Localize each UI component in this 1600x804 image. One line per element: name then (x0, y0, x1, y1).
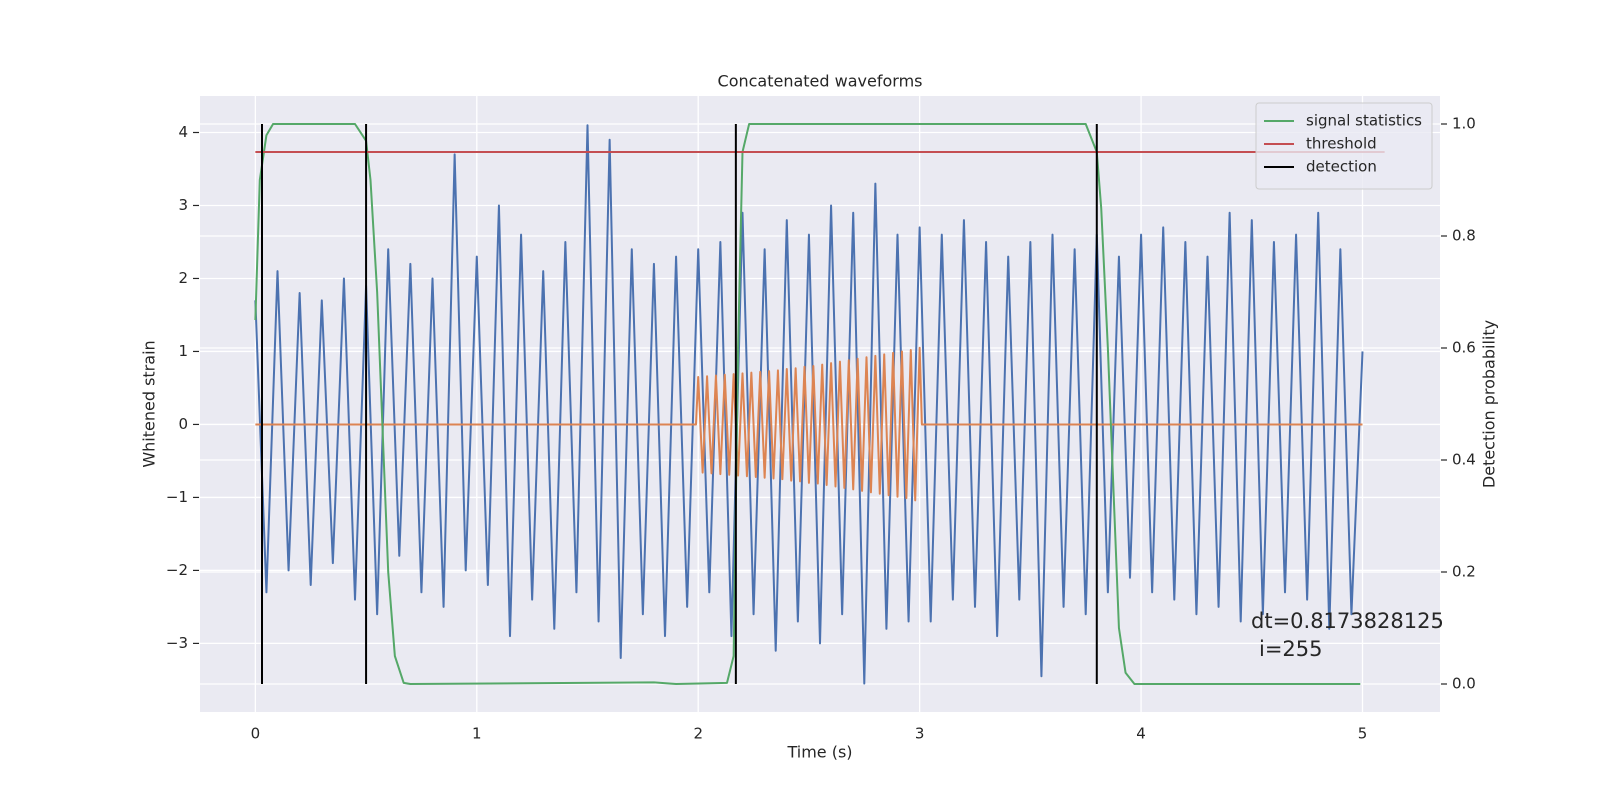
y-tick-label: −1 (166, 488, 188, 506)
annotation: i=255 (1259, 637, 1323, 661)
waveform-line (255, 346, 1363, 502)
legend-label: threshold (1306, 135, 1377, 153)
y-tick-label: 0 (178, 415, 188, 433)
waveform-line (254, 124, 1364, 685)
x-tick-label: 3 (915, 725, 925, 743)
y-tick-label: −3 (166, 634, 188, 652)
x-axis-label: Time (s) (786, 743, 852, 762)
y-tick-label: −2 (166, 561, 188, 579)
x-tick-label: 5 (1358, 725, 1368, 743)
y2-tick-label: 1.0 (1452, 115, 1476, 133)
axes: 0 1 2 3 4 5 −3 −2 −1 0 1 2 3 4 0.0 0.2 0.4 0.6 0.8 1.0 (166, 115, 1476, 743)
x-tick-label: 1 (472, 725, 482, 743)
y2-tick-label: 0.4 (1452, 451, 1476, 469)
y2-tick-label: 0.6 (1452, 339, 1476, 357)
legend: signal statistics threshold detection (1255, 102, 1433, 190)
y-tick-label: 1 (178, 342, 188, 360)
y-tick-label: 3 (178, 196, 188, 214)
legend-label: detection (1306, 158, 1377, 176)
y-tick-label: 2 (178, 269, 188, 287)
marks (254, 123, 1385, 685)
y2-tick-label: 0.0 (1452, 675, 1476, 693)
series-line (254, 123, 1361, 685)
y-tick-label: 4 (178, 123, 188, 141)
x-tick-label: 2 (693, 725, 703, 743)
y2-axis-label: Detection probability (1480, 320, 1499, 488)
legend-frame (1255, 102, 1433, 190)
chart-title: Concatenated waveforms (718, 72, 923, 91)
y2-tick-label: 0.2 (1452, 563, 1476, 581)
y-axis-label: Whitened strain (140, 340, 159, 467)
y2-tick-label: 0.8 (1452, 227, 1476, 245)
x-tick-label: 4 (1136, 725, 1146, 743)
annotation: dt=0.8173828125 (1251, 609, 1444, 633)
legend-label: signal statistics (1306, 112, 1422, 130)
x-tick-label: 0 (251, 725, 261, 743)
